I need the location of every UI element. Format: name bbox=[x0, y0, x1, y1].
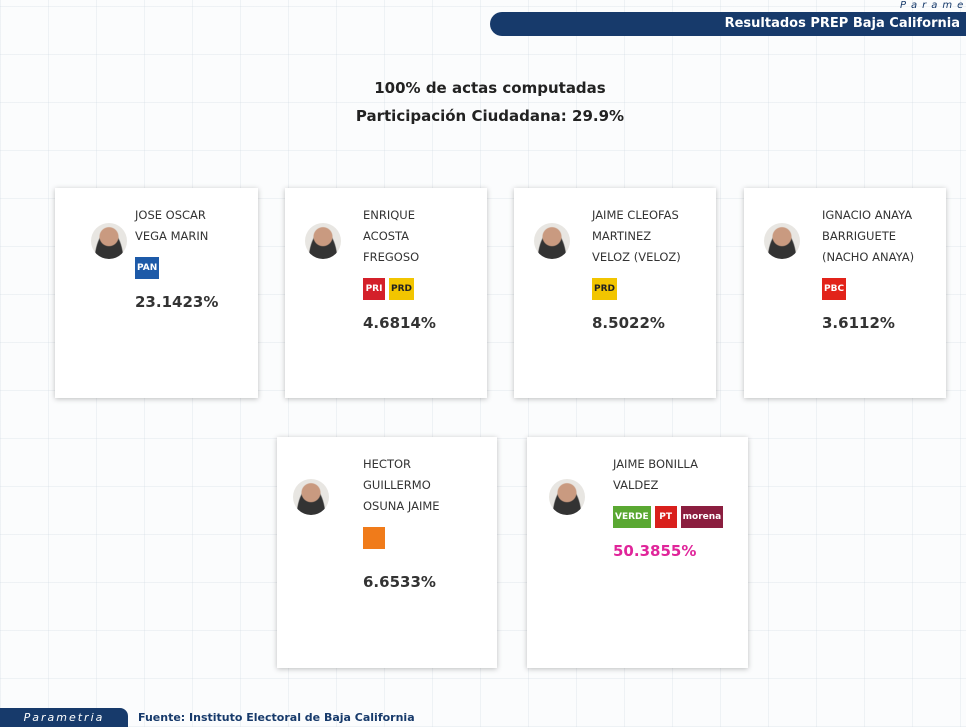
party-logos: PRD bbox=[592, 278, 681, 300]
party-logo: PBC bbox=[822, 278, 846, 300]
candidate-name: OSUNA JAIME bbox=[363, 496, 440, 517]
candidate-photo bbox=[534, 223, 570, 259]
candidate-percentage: 8.5022% bbox=[592, 314, 681, 332]
party-logo: PT bbox=[655, 506, 677, 528]
candidate-photo bbox=[305, 223, 341, 259]
candidate-name: VEGA MARIN bbox=[135, 226, 218, 247]
party-logo: PAN bbox=[135, 257, 159, 279]
candidate-percentage: 23.1423% bbox=[135, 293, 218, 311]
candidate-photo bbox=[549, 479, 585, 515]
candidate-name: FREGOSO bbox=[363, 247, 436, 268]
candidate-name: MARTINEZ bbox=[592, 226, 681, 247]
candidate-photo bbox=[764, 223, 800, 259]
candidate-percentage: 3.6112% bbox=[822, 314, 914, 332]
candidate-percentage: 6.6533% bbox=[363, 573, 440, 591]
candidate-name: BARRIGUETE bbox=[822, 226, 914, 247]
page: Parametria Resultados PREP Baja Californ… bbox=[0, 0, 966, 727]
candidate-name: ENRIQUE bbox=[363, 205, 436, 226]
candidate-name: JAIME CLEOFAS bbox=[592, 205, 681, 226]
party-logo: morena bbox=[681, 506, 724, 528]
candidate-percentage: 4.6814% bbox=[363, 314, 436, 332]
brand-top: Parametria bbox=[900, 0, 966, 11]
candidate-name: GUILLERMO bbox=[363, 475, 440, 496]
candidate-name: (NACHO ANAYA) bbox=[822, 247, 914, 268]
party-logo bbox=[363, 527, 385, 549]
candidate-name: VALDEZ bbox=[613, 475, 723, 496]
summary-line: 100% de actas computadas bbox=[0, 79, 966, 97]
candidate-name: JOSE OSCAR bbox=[135, 205, 218, 226]
party-logos: PAN bbox=[135, 257, 218, 279]
party-logo: VERDE bbox=[613, 506, 651, 528]
candidate-name: ACOSTA bbox=[363, 226, 436, 247]
summary-line: Participación Ciudadana: 29.9% bbox=[0, 107, 966, 125]
footer-source: Fuente: Instituto Electoral de Baja Cali… bbox=[138, 711, 415, 724]
party-logos: PBC bbox=[822, 278, 914, 300]
footer-brand: Parametria bbox=[0, 708, 128, 727]
candidate-photo bbox=[91, 223, 127, 259]
candidate-name: HECTOR bbox=[363, 454, 440, 475]
candidate-photo bbox=[293, 479, 329, 515]
party-logo: PRI bbox=[363, 278, 385, 300]
party-logo: PRD bbox=[592, 278, 617, 300]
candidate-percentage: 50.3855% bbox=[613, 542, 723, 560]
party-logos bbox=[363, 527, 440, 549]
party-logo: PRD bbox=[389, 278, 414, 300]
header-title: Resultados PREP Baja California bbox=[725, 16, 960, 31]
header-bar: Resultados PREP Baja California bbox=[490, 12, 966, 36]
candidate-name: IGNACIO ANAYA bbox=[822, 205, 914, 226]
candidate-name: JAIME BONILLA bbox=[613, 454, 723, 475]
candidate-name: VELOZ (VELOZ) bbox=[592, 247, 681, 268]
